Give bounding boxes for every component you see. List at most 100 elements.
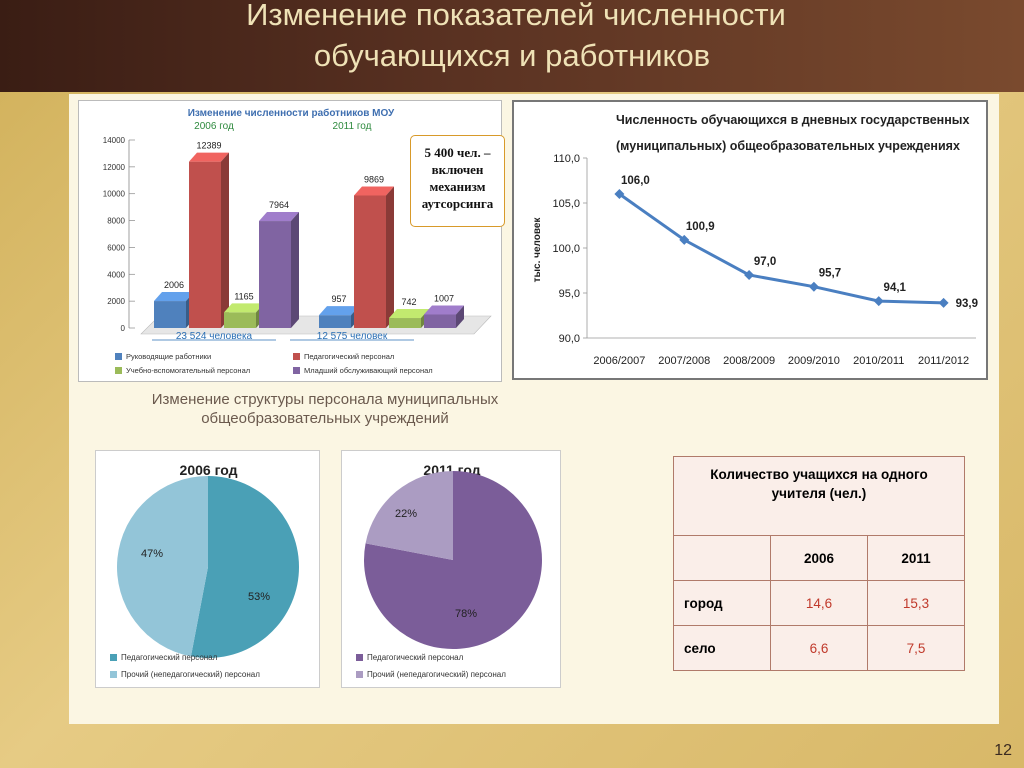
legend-swatch (110, 654, 117, 661)
data-point (808, 281, 819, 292)
y-tick-label: 105,0 (552, 198, 580, 210)
page-number: 12 (994, 742, 1012, 759)
legend-swatch (110, 671, 117, 678)
students-per-teacher-table: Количество учащихся на одного учителя (ч… (673, 456, 965, 671)
category-label: 2006 год (194, 121, 234, 132)
legend-swatch (293, 353, 300, 360)
slide-title-line2: обучающихся и работников (313, 38, 711, 73)
y-tick-label: 4000 (107, 270, 125, 279)
bar-top (354, 186, 394, 196)
pie-slice-label: 47% (141, 548, 163, 560)
bar-value-label: 1007 (434, 293, 454, 303)
bar-top (259, 212, 299, 222)
workers-bar-chart: Изменение численности работников МОУ 0 200… (103, 107, 492, 375)
bar (424, 314, 456, 328)
title-bar (0, 0, 1024, 92)
data-label: 94,1 (884, 282, 907, 294)
pie-title: 2006 год (180, 462, 238, 478)
legend-label: Младший обслуживающий персонал (304, 366, 433, 375)
legend-swatch (115, 367, 122, 374)
category-label: 2011 год (333, 121, 372, 132)
bar-side (291, 212, 299, 328)
legend-label: Педагогический персонал (304, 352, 394, 361)
bar-top (319, 306, 359, 316)
y-tick-label: 14000 (103, 136, 126, 145)
x-tick-label: 2006/2007 (593, 355, 645, 367)
outsourcing-callout: 5 400 чел. – включен механизм аутсорсинг… (410, 135, 505, 227)
table-header-row: Количество учащихся на одного учителя (ч… (673, 456, 965, 536)
bar-value-label: 12389 (196, 141, 221, 151)
table-corner-cell (673, 535, 771, 581)
chart-title-line2: (муниципальных) общеобразовательных учре… (616, 139, 960, 153)
data-point (679, 234, 690, 245)
legend-swatch (356, 654, 363, 661)
pie-slice (116, 476, 208, 657)
table-row: город 14,6 15,3 (673, 580, 965, 626)
legend-label: Педагогический персонал (121, 653, 218, 662)
y-tick-label: 6000 (107, 243, 125, 252)
x-tick-label: 2009/2010 (788, 355, 840, 367)
y-tick-label: 90,0 (559, 333, 580, 345)
y-tick-label: 8000 (107, 217, 125, 226)
table-title: Количество учащихся на одного учителя (ч… (673, 456, 965, 536)
structure-caption: Изменение структуры персонала муниципаль… (151, 391, 499, 427)
data-label: 93,9 (956, 298, 978, 310)
x-tick-label: 2010/2011 (853, 355, 904, 367)
legend-swatch (293, 367, 300, 374)
slide-title-line1: Изменение показателей численности (246, 0, 786, 32)
bar-top (224, 303, 264, 313)
y-tick-label: 0 (121, 324, 126, 333)
x-tick-label: 2007/2008 (658, 355, 710, 367)
data-point (744, 270, 755, 280)
legend-label: Учебно-вспомогательный персонал (126, 366, 250, 375)
table-row: село 6,6 7,5 (673, 625, 965, 671)
data-point (873, 296, 884, 307)
bar (319, 315, 351, 328)
total-label: 12 575 человек (317, 331, 388, 342)
slide-title: Изменение показателей численности обучаю… (0, 0, 1024, 76)
bar (154, 301, 186, 328)
bar-top (189, 152, 229, 162)
pie-slice-label: 22% (395, 508, 417, 520)
pie-2011-panel: 2011 год 78% 22% Педагогический персонал Про… (341, 450, 561, 688)
legend-swatch (115, 353, 122, 360)
bar-value-label: 1165 (234, 291, 253, 301)
pie-slice-label: 78% (455, 608, 477, 620)
y-tick-label: 100,0 (552, 243, 580, 255)
chart-title-line1: Численность обучающихся в дневных госуда… (616, 113, 969, 127)
table-row: 2006 2011 (673, 535, 965, 581)
table-col-header: 2011 (867, 535, 965, 581)
bar-top (424, 305, 464, 315)
bar-top (154, 292, 194, 302)
x-tick-label: 2011/2012 (918, 355, 969, 367)
pie-chart-2006: 2006 год 53% 47% Педагогический персонал Про… (110, 462, 299, 679)
y-tick-label: 2000 (107, 297, 125, 306)
bar-side (221, 152, 229, 328)
table-cell: 15,3 (867, 580, 965, 626)
bar-value-label: 7964 (269, 200, 289, 210)
data-label: 106,0 (621, 175, 650, 187)
table-cell: 14,6 (770, 580, 868, 626)
table-row-label: город (673, 580, 771, 626)
y-tick-label: 12000 (103, 163, 126, 172)
y-tick-label: 10000 (103, 190, 126, 199)
bar (189, 161, 221, 328)
bar-top (389, 309, 429, 319)
legend-label: Прочий (непедагогический) персонал (121, 670, 260, 679)
bar (224, 312, 256, 328)
bar (389, 318, 421, 328)
data-label: 100,9 (686, 221, 715, 233)
bar-side (386, 186, 394, 328)
bar-value-label: 957 (331, 294, 346, 304)
pie-slice (190, 476, 299, 658)
bar (259, 221, 291, 328)
line-chart-panel: Численность обучающихся в дневных госуда… (512, 100, 988, 380)
y-tick-label: 95,0 (559, 288, 580, 300)
table-cell: 6,6 (770, 625, 868, 671)
legend-label: Прочий (непедагогический) персонал (367, 670, 506, 679)
legend-label: Руководящие работники (126, 352, 211, 361)
data-point (938, 297, 949, 308)
bar-value-label: 742 (401, 297, 416, 307)
series-line (618, 192, 944, 305)
